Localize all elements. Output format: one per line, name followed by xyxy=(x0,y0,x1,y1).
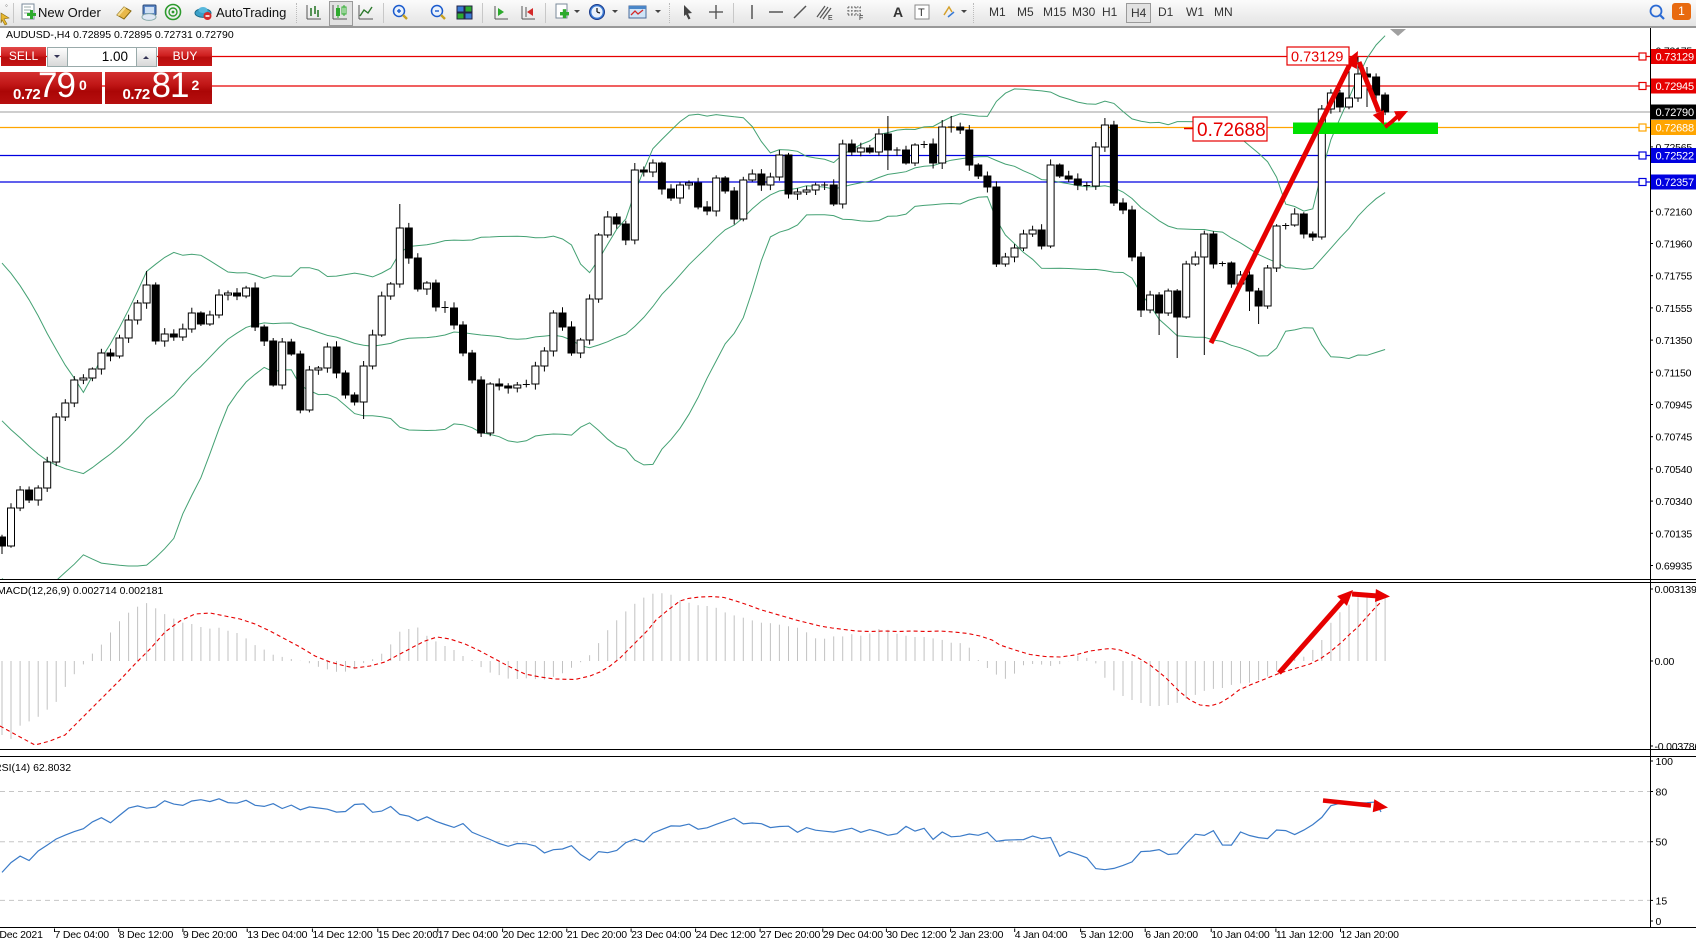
svg-text:13 Dec 04:00: 13 Dec 04:00 xyxy=(247,929,307,940)
svg-text:8 Dec 12:00: 8 Dec 12:00 xyxy=(119,929,174,940)
svg-text:-0.003786: -0.003786 xyxy=(1655,741,1696,753)
svg-text:0.72945: 0.72945 xyxy=(1656,81,1694,93)
svg-text:RSI(14) 62.8032: RSI(14) 62.8032 xyxy=(0,762,71,774)
svg-text:0.73129: 0.73129 xyxy=(1656,52,1694,64)
svg-text:0.72522: 0.72522 xyxy=(1656,151,1694,163)
svg-text:0.70745: 0.70745 xyxy=(1656,432,1693,444)
svg-text:AUDUSD-,H4 0.72895 0.72895 0.: AUDUSD-,H4 0.72895 0.72895 0.72731 0.727… xyxy=(6,29,234,41)
svg-text:24 Dec 12:00: 24 Dec 12:00 xyxy=(696,929,756,940)
svg-text:0.69935: 0.69935 xyxy=(1656,561,1693,573)
svg-text:0.003139: 0.003139 xyxy=(1655,584,1696,596)
svg-text:23 Dec 04:00: 23 Dec 04:00 xyxy=(631,929,691,940)
svg-text:4 Jan 04:00: 4 Jan 04:00 xyxy=(1015,929,1068,940)
svg-text:0.70540: 0.70540 xyxy=(1656,464,1693,476)
svg-text:29 Dec 04:00: 29 Dec 04:00 xyxy=(823,929,883,940)
svg-text:0.72357: 0.72357 xyxy=(1656,177,1694,189)
svg-text:80: 80 xyxy=(1656,787,1668,799)
svg-text:0.73129: 0.73129 xyxy=(1291,50,1343,66)
svg-text:0.71350: 0.71350 xyxy=(1656,335,1693,347)
svg-text:20 Dec 12:00: 20 Dec 12:00 xyxy=(503,929,563,940)
svg-text:7 Dec 04:00: 7 Dec 04:00 xyxy=(55,929,110,940)
svg-text:0.71555: 0.71555 xyxy=(1656,303,1693,315)
svg-text:30 Dec 12:00: 30 Dec 12:00 xyxy=(886,929,946,940)
svg-text:0.71960: 0.71960 xyxy=(1656,239,1693,251)
svg-text:50: 50 xyxy=(1656,837,1668,849)
svg-text:5 Jan 12:00: 5 Jan 12:00 xyxy=(1081,929,1134,940)
svg-text:27 Dec 20:00: 27 Dec 20:00 xyxy=(760,929,820,940)
svg-text:0.72790: 0.72790 xyxy=(1656,107,1694,119)
svg-text:17 Dec 04:00: 17 Dec 04:00 xyxy=(438,929,498,940)
svg-text:0.71755: 0.71755 xyxy=(1656,271,1693,283)
svg-text:15 Dec 20:00: 15 Dec 20:00 xyxy=(378,929,438,940)
svg-text:0.00: 0.00 xyxy=(1655,656,1675,668)
svg-text:12 Jan 20:00: 12 Jan 20:00 xyxy=(1341,929,1400,940)
svg-text:9 Dec 20:00: 9 Dec 20:00 xyxy=(183,929,238,940)
svg-text:0: 0 xyxy=(1656,916,1662,928)
svg-text:11 Jan 12:00: 11 Jan 12:00 xyxy=(1276,929,1334,940)
svg-text:0.72160: 0.72160 xyxy=(1656,206,1693,218)
svg-text:0.70340: 0.70340 xyxy=(1656,496,1693,508)
svg-text:6 Dec 2021: 6 Dec 2021 xyxy=(0,929,43,940)
svg-text:T: T xyxy=(918,7,925,19)
svg-text:0.72688: 0.72688 xyxy=(1656,123,1694,135)
svg-text:MACD(12,26,9) 0.002714 0.00218: MACD(12,26,9) 0.002714 0.002181 xyxy=(0,585,164,597)
svg-text:0.70135: 0.70135 xyxy=(1656,528,1693,540)
svg-text:0.71150: 0.71150 xyxy=(1656,367,1692,379)
svg-text:0.70945: 0.70945 xyxy=(1656,400,1693,412)
svg-text:E: E xyxy=(828,15,833,22)
svg-text:14 Dec 12:00: 14 Dec 12:00 xyxy=(312,929,372,940)
svg-text:10 Jan 04:00: 10 Jan 04:00 xyxy=(1211,929,1270,940)
svg-text:21 Dec 20:00: 21 Dec 20:00 xyxy=(567,929,627,940)
svg-text:2 Jan 23:00: 2 Jan 23:00 xyxy=(951,929,1004,940)
svg-text:F: F xyxy=(859,15,863,22)
svg-text:100: 100 xyxy=(1656,756,1674,768)
svg-text:15: 15 xyxy=(1656,895,1668,907)
svg-text:6 Jan 20:00: 6 Jan 20:00 xyxy=(1145,929,1198,940)
svg-text:0.72688: 0.72688 xyxy=(1197,120,1266,141)
